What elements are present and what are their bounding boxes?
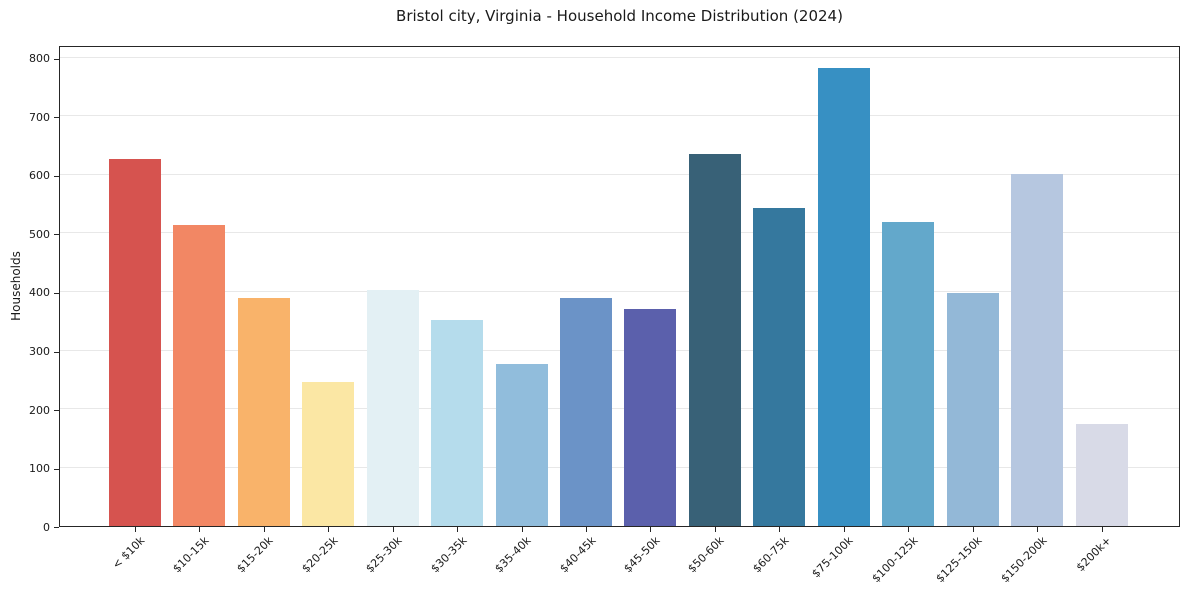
x-tick-mark <box>134 527 136 532</box>
bar <box>946 292 999 526</box>
y-tick-mark <box>54 175 59 177</box>
plot-area <box>59 46 1180 527</box>
y-tick-label: 0 <box>43 520 50 534</box>
gridline-y-200 <box>60 408 1179 409</box>
y-tick-label: 400 <box>29 286 50 300</box>
x-tick-mark <box>585 527 587 532</box>
bar <box>366 289 419 526</box>
x-tick-label: $40-45k <box>556 534 599 576</box>
x-tick-mark <box>972 527 974 532</box>
x-tick-mark <box>328 527 330 532</box>
y-tick-label: 500 <box>29 227 50 241</box>
y-tick-mark <box>54 468 59 470</box>
y-tick-label: 200 <box>29 403 50 417</box>
y-tick-label: 100 <box>29 462 50 475</box>
x-tick-mark <box>650 527 652 532</box>
y-tick-mark <box>54 292 59 294</box>
bar <box>882 221 935 526</box>
x-tick-mark <box>779 527 781 532</box>
bar <box>302 382 355 526</box>
x-tick-mark <box>1037 527 1039 532</box>
bar <box>753 207 806 526</box>
x-tick-label: $35-40k <box>492 534 534 576</box>
y-tick-label: 600 <box>29 169 50 183</box>
bar <box>495 363 548 526</box>
y-tick-label: 800 <box>29 52 50 66</box>
x-tick-mark <box>457 527 458 532</box>
x-tick-label: $20-25k <box>299 534 341 576</box>
x-tick-label: $150-200k <box>998 534 1050 586</box>
x-tick-label: $25-30k <box>363 534 405 576</box>
gridline-y-500 <box>60 232 1179 234</box>
bar <box>817 67 870 526</box>
gridline-y-600 <box>60 173 1179 175</box>
y-tick-mark <box>54 58 59 60</box>
y-tick-mark <box>54 351 59 353</box>
x-tick-mark <box>521 527 523 532</box>
x-tick-label: $30-35k <box>427 534 470 576</box>
x-tick-label: $50-60k <box>685 534 728 576</box>
x-tick-label: $100-125k <box>869 534 921 586</box>
gridline-y-800 <box>60 56 1179 58</box>
x-tick-label: < $10k <box>109 534 147 572</box>
y-tick-label: 700 <box>29 110 50 124</box>
x-tick-mark <box>392 527 394 532</box>
y-tick-mark <box>54 117 59 119</box>
y-tick-mark <box>54 234 59 236</box>
bar <box>1075 423 1128 526</box>
bar <box>173 225 226 526</box>
bar <box>688 154 741 526</box>
x-tick-mark <box>714 527 716 532</box>
x-tick-mark <box>908 527 910 532</box>
chart-title: Bristol city, Virginia - Household Incom… <box>396 7 843 25</box>
x-tick-mark <box>263 527 265 532</box>
gridline-y-400 <box>60 290 1179 292</box>
gridline-y-300 <box>60 349 1179 351</box>
x-tick-mark <box>199 527 201 532</box>
y-tick-mark <box>54 527 59 528</box>
bar <box>559 298 612 526</box>
x-tick-label: $125-150k <box>933 534 985 586</box>
x-tick-mark <box>1101 527 1103 532</box>
x-tick-label: $10-15k <box>170 534 212 576</box>
x-tick-label: $200k+ <box>1073 534 1114 575</box>
x-tick-label: $60-75k <box>750 534 792 576</box>
bar <box>431 320 483 526</box>
bar <box>624 308 677 526</box>
x-tick-label: $45-50k <box>621 534 663 576</box>
gridline-y-700 <box>60 115 1179 117</box>
bar <box>237 298 290 526</box>
y-tick-mark <box>54 410 59 411</box>
y-tick-label: 300 <box>29 345 50 358</box>
gridline-y-100 <box>60 466 1179 468</box>
x-tick-label: $15-20k <box>234 534 276 576</box>
x-tick-mark <box>843 527 845 532</box>
bar <box>1011 174 1064 526</box>
x-tick-label: $75-100k <box>809 534 857 581</box>
bar <box>108 158 161 526</box>
